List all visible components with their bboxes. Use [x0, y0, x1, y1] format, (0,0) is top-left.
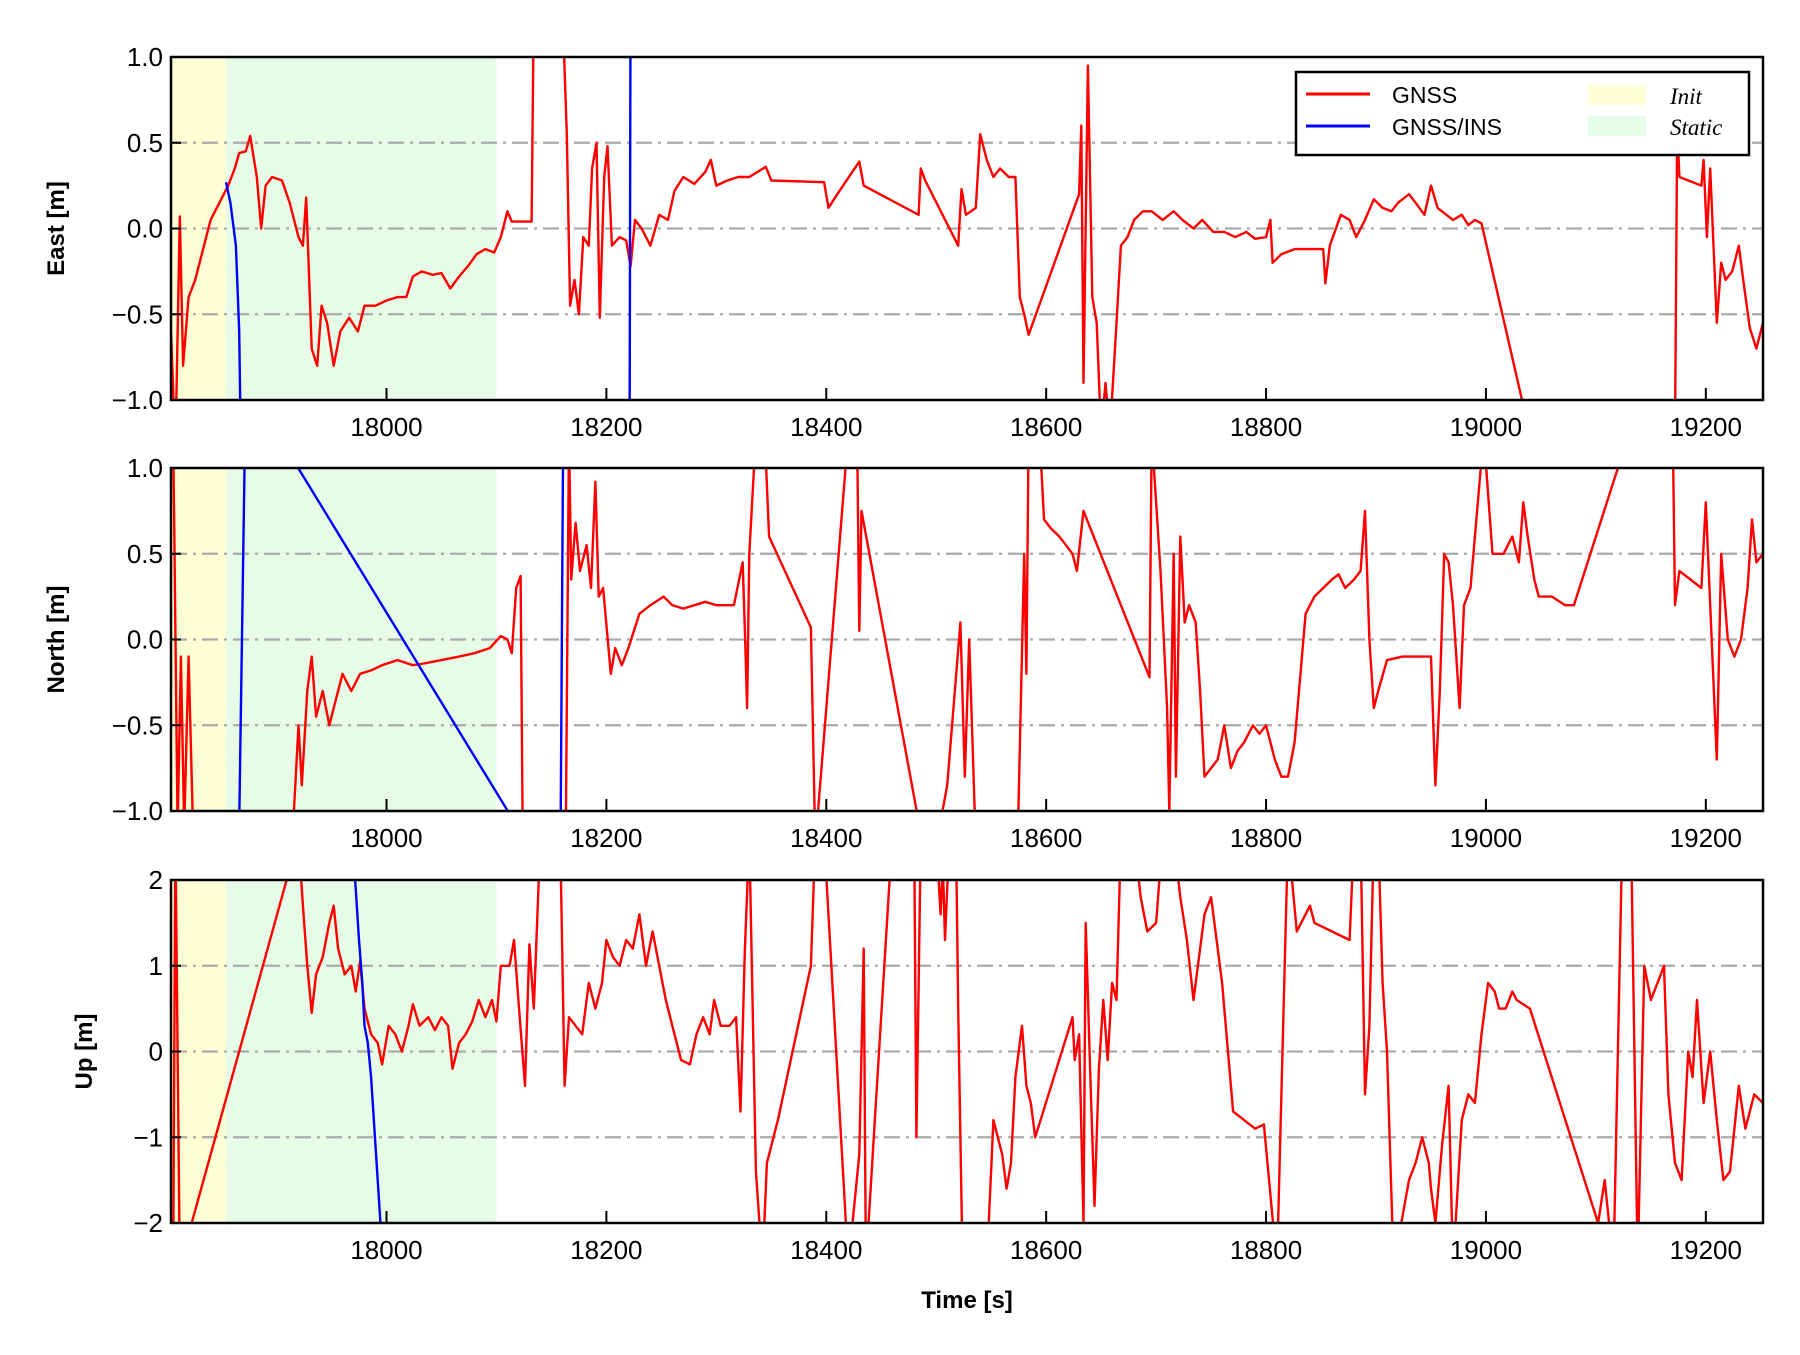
x-tick-label: 18800: [1230, 1235, 1302, 1265]
y-tick-label: 0: [149, 1037, 163, 1067]
x-tick-label: 18800: [1230, 823, 1302, 853]
y-axis-label: East [m]: [43, 181, 70, 276]
x-tick-label: 18200: [570, 412, 642, 442]
y-tick-label: −1: [133, 1122, 163, 1152]
y-tick-label: 0.0: [127, 214, 163, 244]
series-gnss: [172, 880, 1763, 1223]
legend: GNSS GNSS/INS Init Static: [1294, 70, 1751, 157]
y-tick-label: 2: [149, 865, 163, 895]
y-tick-label: −1.0: [112, 796, 163, 826]
x-tick-label: 18000: [350, 823, 422, 853]
series-gnss: [172, 468, 1763, 811]
legend-label-static: Static: [1670, 115, 1722, 140]
panel-up: 18000 18200 18400 18600 18800 19000 19200 −2 −1 0…: [71, 865, 1765, 1265]
y-tick-label: −0.5: [112, 710, 163, 740]
x-tick-label: 19200: [1670, 823, 1742, 853]
legend-label-init: Init: [1669, 84, 1703, 109]
series-gnss: [171, 57, 1763, 400]
y-tick-label: 1.0: [127, 42, 163, 72]
x-tick-label: 18000: [350, 1235, 422, 1265]
x-tick-label: 19200: [1670, 412, 1742, 442]
x-tick-label: 19200: [1670, 1235, 1742, 1265]
x-tick-label: 18200: [570, 1235, 642, 1265]
y-tick-label: 0.5: [127, 539, 163, 569]
legend-label-gnss: GNSS: [1392, 82, 1457, 108]
x-tick-label: 18400: [790, 823, 862, 853]
x-tick-label: 18600: [1010, 823, 1082, 853]
y-axis-label: Up [m]: [71, 1014, 98, 1090]
y-tick-label: 1.0: [127, 453, 163, 483]
x-tick-label: 19000: [1450, 1235, 1522, 1265]
series-gnss-ins: [224, 57, 632, 400]
x-axis-label: Time [s]: [921, 1287, 1013, 1314]
x-tick-label: 18800: [1230, 412, 1302, 442]
x-tick-label: 18600: [1010, 412, 1082, 442]
y-axis-label: North [m]: [43, 586, 70, 694]
y-tick-label: 0.0: [127, 625, 163, 655]
y-tick-label: −0.5: [112, 299, 163, 329]
x-tick-label: 18600: [1010, 1235, 1082, 1265]
x-tick-label: 18200: [570, 823, 642, 853]
y-tick-label: −2: [133, 1208, 163, 1238]
y-tick-label: 0.5: [127, 128, 163, 158]
legend-label-gnss-ins: GNSS/INS: [1392, 114, 1502, 140]
legend-swatch-init: [1588, 85, 1646, 105]
y-tick-label: 1: [149, 951, 163, 981]
y-tick-label: −1.0: [112, 385, 163, 415]
series-gnss-ins: [238, 468, 565, 811]
legend-swatch-static: [1588, 116, 1646, 136]
x-tick-label: 19000: [1450, 823, 1522, 853]
panel-east: 18000 18200 18400 18600 18800 19000 19200 −1.0 −…: [43, 42, 1765, 442]
x-tick-label: 18400: [790, 1235, 862, 1265]
x-tick-label: 18400: [790, 412, 862, 442]
x-tick-label: 19000: [1450, 412, 1522, 442]
series-gnss-ins: [353, 880, 382, 1223]
panel-north: 18000 18200 18400 18600 18800 19000 19200 −1.0 −…: [43, 453, 1765, 853]
x-tick-label: 18000: [350, 412, 422, 442]
